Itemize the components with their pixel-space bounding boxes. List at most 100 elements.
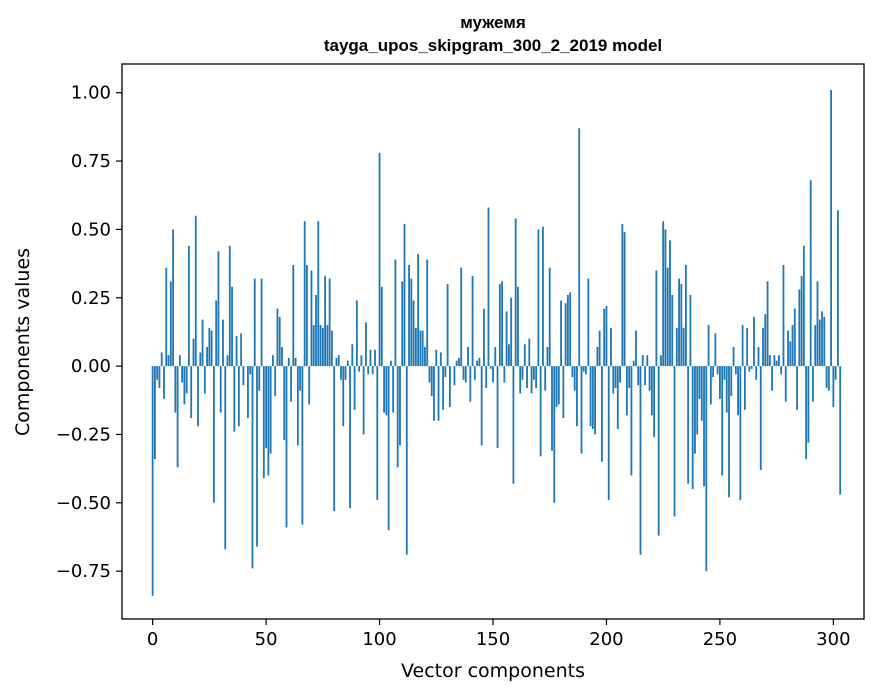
chart-title: мужемя	[460, 13, 526, 32]
bar	[785, 366, 787, 402]
y-tick-label: −0.75	[56, 561, 111, 582]
bar	[181, 366, 183, 382]
bar	[583, 366, 585, 371]
y-tick-label: 0.00	[71, 356, 111, 377]
bar	[281, 347, 283, 366]
bar	[326, 325, 328, 366]
bar	[188, 246, 190, 366]
bar	[783, 265, 785, 366]
bar	[247, 366, 249, 418]
bar	[662, 221, 664, 366]
bar	[224, 366, 226, 549]
bar	[331, 331, 333, 367]
bar	[240, 333, 242, 366]
bar	[444, 366, 446, 377]
bar	[821, 311, 823, 366]
bar	[540, 366, 542, 456]
bar	[526, 366, 528, 388]
bar	[340, 366, 342, 380]
bar	[231, 287, 233, 366]
bar	[417, 254, 419, 366]
bar	[558, 366, 560, 404]
x-axis-label: Vector components	[401, 660, 585, 682]
bar	[329, 279, 331, 366]
bar	[208, 328, 210, 366]
bar	[835, 366, 837, 380]
bar	[478, 358, 480, 366]
bar	[528, 339, 530, 366]
bar	[388, 366, 390, 530]
bar	[374, 350, 376, 366]
bar	[322, 328, 324, 366]
bar	[658, 366, 660, 536]
bar	[642, 355, 644, 366]
bar	[801, 276, 803, 366]
bar	[637, 366, 639, 385]
bar	[367, 366, 369, 374]
bar	[617, 366, 619, 429]
bar	[354, 366, 356, 410]
bar	[199, 352, 201, 366]
bar	[651, 366, 653, 415]
bar	[717, 366, 719, 374]
bar	[764, 314, 766, 366]
bar	[165, 268, 167, 366]
bar	[701, 366, 703, 421]
bar	[667, 268, 669, 366]
bar	[249, 366, 251, 374]
bar	[413, 300, 415, 366]
bar	[320, 325, 322, 366]
bar	[839, 366, 841, 495]
bar	[252, 366, 254, 568]
bar	[640, 366, 642, 555]
bar	[472, 276, 474, 366]
bar	[490, 366, 492, 369]
bar	[565, 303, 567, 366]
bar	[349, 366, 351, 508]
bar	[724, 366, 726, 380]
bar	[626, 366, 628, 415]
bar	[810, 180, 812, 366]
bar	[376, 366, 378, 500]
bar	[798, 290, 800, 367]
bar	[687, 366, 689, 484]
bar	[283, 366, 285, 440]
bar	[610, 328, 612, 366]
bar	[159, 366, 161, 388]
bar	[488, 208, 490, 367]
bar	[313, 325, 315, 366]
bar	[238, 366, 240, 426]
bar	[292, 265, 294, 366]
bar	[826, 366, 828, 388]
bar	[336, 358, 338, 366]
bar	[356, 300, 358, 366]
bar	[265, 366, 267, 448]
bar	[714, 333, 716, 366]
bar	[703, 366, 705, 486]
bar	[213, 366, 215, 503]
bar	[485, 366, 487, 388]
bar	[438, 366, 440, 421]
bar	[830, 90, 832, 366]
bar	[460, 268, 462, 366]
bar	[317, 221, 319, 366]
bar	[674, 366, 676, 516]
bar	[760, 366, 762, 470]
bar	[728, 366, 730, 497]
bar	[696, 366, 698, 434]
bar	[699, 366, 701, 399]
bar	[399, 366, 401, 445]
bar	[624, 232, 626, 366]
bar	[288, 358, 290, 366]
bar	[279, 317, 281, 366]
bar	[705, 366, 707, 571]
bar	[578, 128, 580, 366]
bar	[227, 355, 229, 366]
bar	[771, 366, 773, 391]
bar	[596, 347, 598, 366]
bar	[794, 309, 796, 366]
bar	[440, 352, 442, 366]
bar	[780, 366, 782, 374]
bar	[746, 328, 748, 366]
bar	[665, 229, 667, 366]
